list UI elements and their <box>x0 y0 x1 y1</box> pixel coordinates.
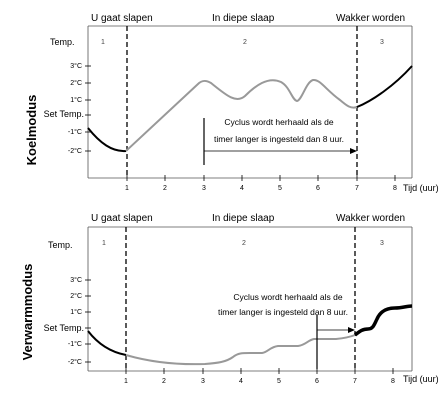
phase-label-wake: Wakker worden <box>336 13 405 24</box>
x-tick-label: 6 <box>316 185 320 192</box>
heating-mode-diagram: Verwarmmodus U gaat slapen In diepe slaa… <box>0 205 443 405</box>
x-ticks: 1 2 3 4 5 6 7 8 <box>125 175 397 192</box>
x-tick-label: 4 <box>240 185 244 192</box>
cooling-chart: Koelmodus U gaat slapen In diepe slaap W… <box>24 13 439 193</box>
y-tick-label: 3°C <box>70 276 82 284</box>
y-ticks: 3°C 2°C 1°C Set Temp. -1°C -2°C <box>44 62 91 155</box>
phase-label-sleep: U gaat slapen <box>91 13 153 24</box>
section-number: 1 <box>102 240 106 247</box>
x-ticks: 1 2 3 4 5 6 7 8 <box>124 368 395 385</box>
x-tick-label: 8 <box>393 185 397 192</box>
x-tick-label: 2 <box>162 378 166 385</box>
temperature-curve-phase-3 <box>356 65 413 108</box>
x-tick-label: 3 <box>202 185 206 192</box>
cooling-mode-diagram: Koelmodus U gaat slapen In diepe slaap W… <box>0 0 443 200</box>
y-tick-label: 1°C <box>70 96 82 104</box>
temperature-curve-phase-2 <box>125 334 356 366</box>
x-tick-label: 4 <box>239 378 243 385</box>
x-tick-label: 1 <box>125 185 129 192</box>
x-tick-label: 6 <box>315 378 319 385</box>
section-number: 2 <box>242 240 246 247</box>
y-tick-label-set-temp: Set Temp. <box>44 109 84 119</box>
cycle-note-line-2: timer langer is ingesteld dan 8 uur. <box>218 307 348 317</box>
temperature-curve-phase-3 <box>353 304 413 337</box>
section-number: 3 <box>380 39 384 46</box>
phase-label-deep-sleep: In diepe slaap <box>212 13 275 24</box>
y-tick-label: 2°C <box>70 292 82 300</box>
temperature-curve-phase-1 <box>87 330 127 356</box>
temperature-curve-phase-1 <box>87 127 127 153</box>
cycle-arrowhead <box>348 327 355 333</box>
x-tick-label: 8 <box>391 378 395 385</box>
y-tick-label: -1°C <box>68 128 82 136</box>
y-axis-title: Temp. <box>48 240 73 250</box>
cycle-arrowhead <box>350 148 357 154</box>
y-tick-label: 3°C <box>70 62 82 70</box>
phase-label-deep-sleep: In diepe slaap <box>212 213 275 224</box>
x-tick-label: 2 <box>163 185 167 192</box>
x-tick-label: 7 <box>355 185 359 192</box>
cycle-note-line-2: timer langer is ingesteld dan 8 uur. <box>214 134 344 144</box>
x-axis-unit: Tijd (uur) <box>403 183 439 193</box>
mode-label: Koelmodus <box>24 95 39 166</box>
mode-label: Verwarmmodus <box>20 264 35 361</box>
x-tick-label: 3 <box>201 378 205 385</box>
y-tick-label: -1°C <box>68 340 82 348</box>
x-tick-label: 5 <box>277 378 281 385</box>
section-number: 3 <box>380 240 384 247</box>
x-tick-label: 1 <box>124 378 128 385</box>
y-tick-label: -2°C <box>68 147 82 155</box>
cycle-note-line-1: Cyclus wordt herhaald als de <box>233 292 342 302</box>
section-number: 2 <box>243 39 247 46</box>
y-tick-label-set-temp: Set Temp. <box>44 323 84 333</box>
phase-label-wake: Wakker worden <box>336 213 405 224</box>
x-tick-label: 5 <box>278 185 282 192</box>
y-tick-label: -2°C <box>68 358 82 366</box>
y-tick-label: 1°C <box>70 308 82 316</box>
heating-chart: Verwarmmodus U gaat slapen In diepe slaa… <box>20 213 439 385</box>
phase-label-sleep: U gaat slapen <box>91 213 153 224</box>
y-axis-title: Temp. <box>50 37 75 47</box>
section-number: 1 <box>101 39 105 46</box>
temperature-curve-phase-2 <box>125 78 358 152</box>
cycle-note-line-1: Cyclus wordt herhaald als de <box>224 117 333 127</box>
x-axis-unit: Tijd (uur) <box>403 374 439 384</box>
y-ticks: 3°C 2°C 1°C Set Temp. -1°C -2°C <box>44 276 91 366</box>
y-tick-label: 2°C <box>70 79 82 87</box>
x-tick-label: 7 <box>353 378 357 385</box>
